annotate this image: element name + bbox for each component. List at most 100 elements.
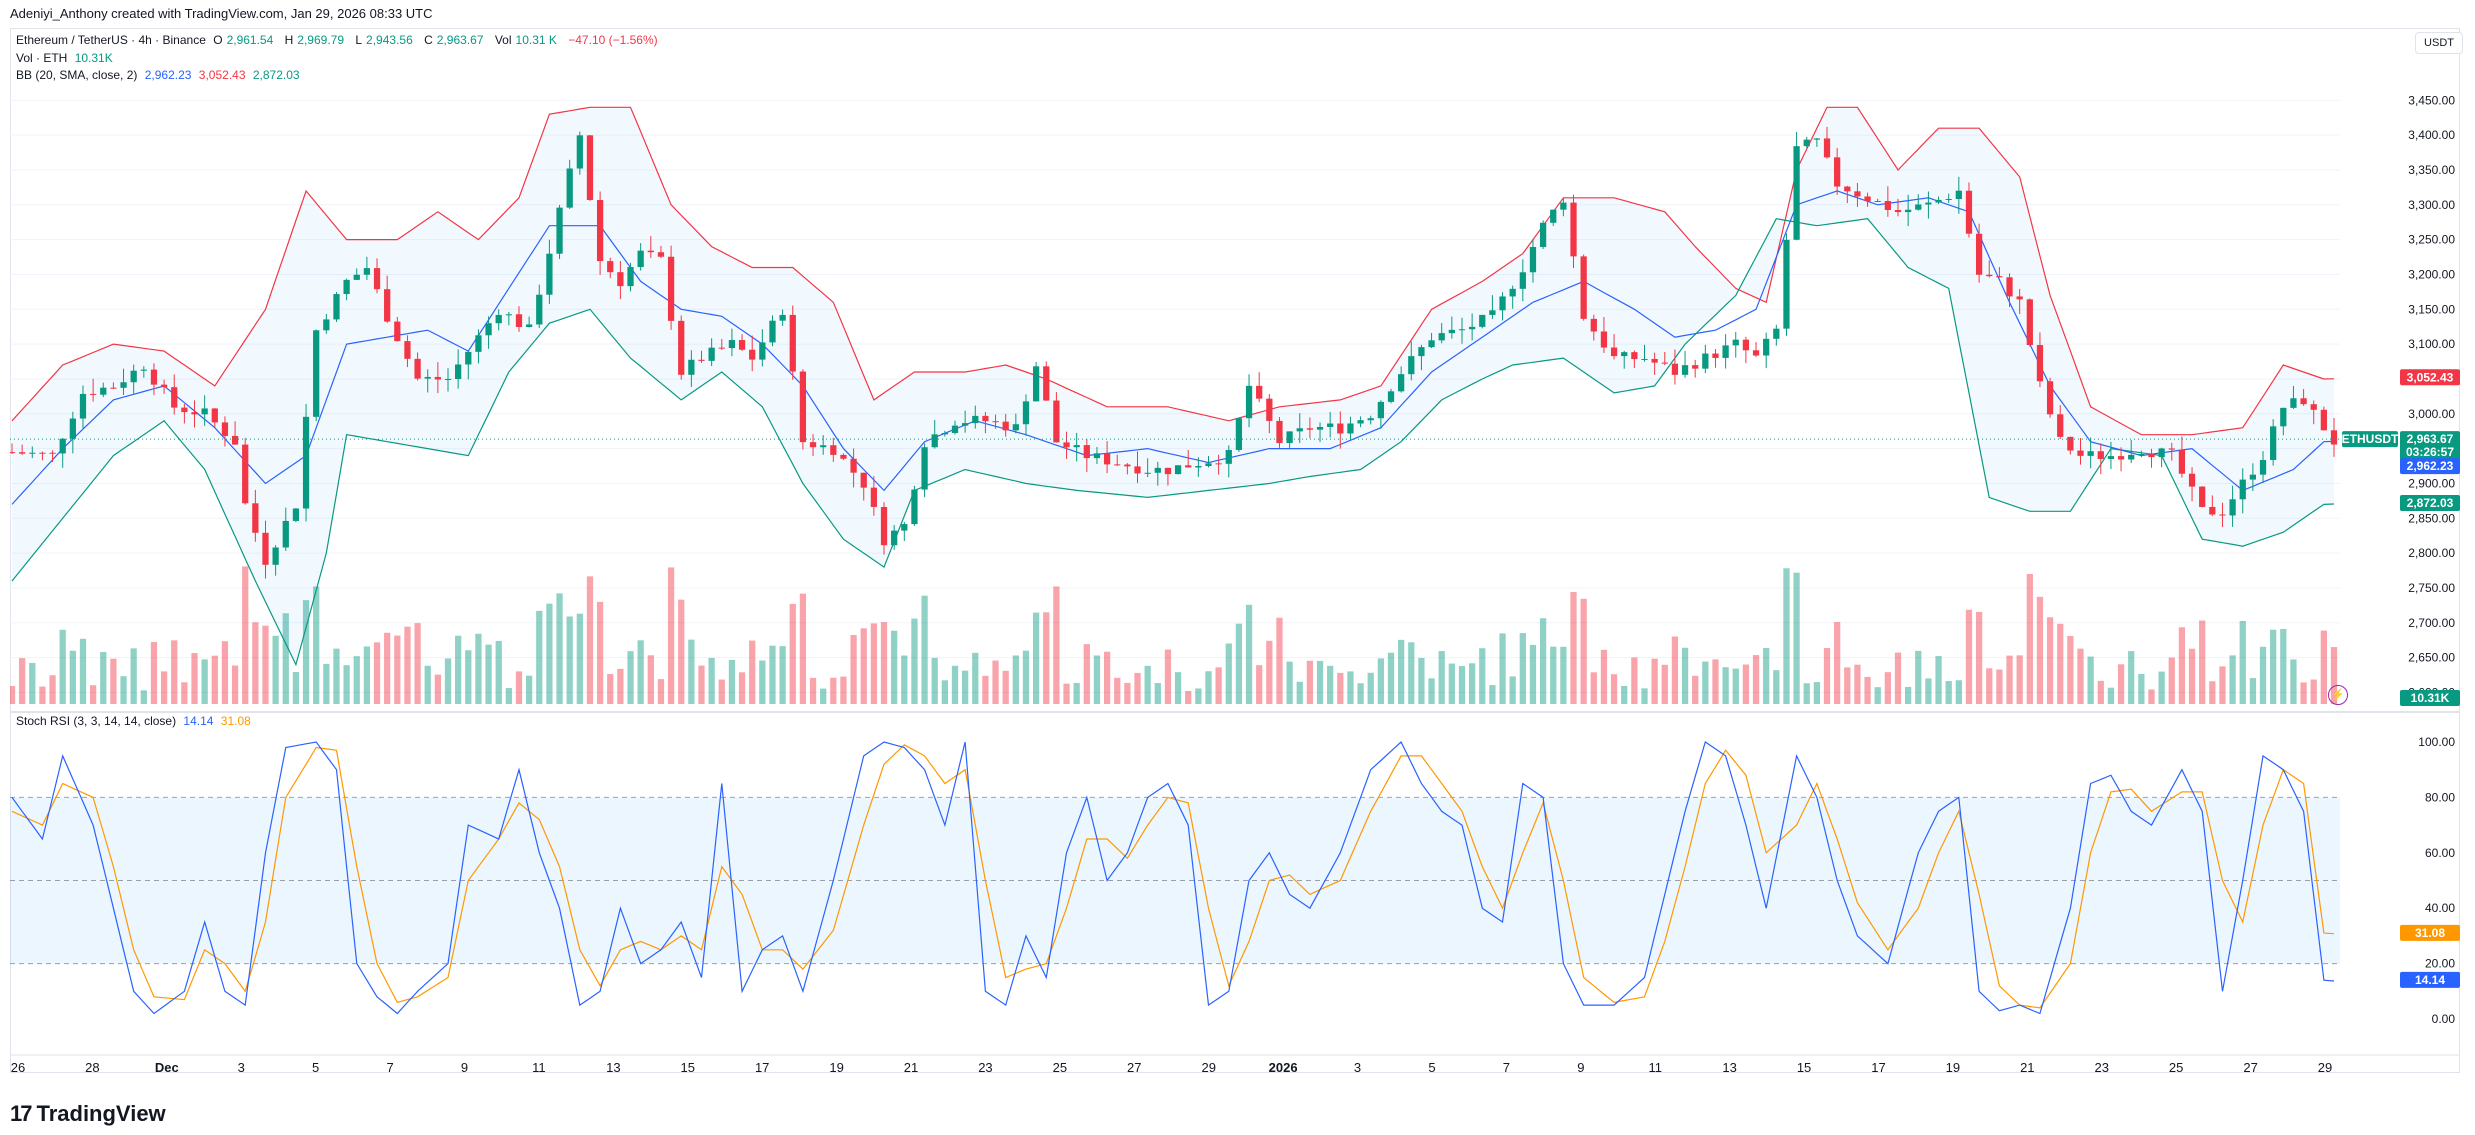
candle-body (130, 370, 137, 383)
volume-bar (678, 599, 685, 704)
volume-bar (1722, 667, 1729, 704)
candle-body (1144, 472, 1151, 474)
volume-bar (495, 640, 502, 704)
candle-body (698, 359, 705, 361)
volume-bar (1144, 665, 1151, 704)
candle-body (302, 416, 310, 509)
volume-bar (840, 676, 847, 704)
candle-body (1266, 398, 1273, 421)
volume-bar (140, 690, 147, 704)
volume-bar (525, 675, 533, 704)
candle-body (951, 425, 959, 433)
volume-bar (1134, 672, 1141, 704)
candle-body (424, 376, 431, 379)
currency-button[interactable]: USDT (2415, 32, 2463, 54)
volume-bar (688, 639, 695, 704)
volume-bar (231, 665, 239, 704)
price-axis[interactable]: 3,450.00 3,400.00 3,350.00 3,300.00 3,250.00… (2408, 93, 2455, 699)
volume-bar (1174, 672, 1182, 704)
volume-bar (475, 633, 482, 704)
volume-bar (1418, 657, 1425, 704)
candle-body (2067, 436, 2074, 451)
candle-body (1327, 423, 1334, 427)
volume-bar (779, 646, 786, 704)
volume-bar (89, 685, 97, 704)
volume-bar (1499, 633, 1506, 704)
time-tick-label: 19 (829, 1060, 843, 1075)
candle-body (69, 418, 76, 439)
volume-bar (901, 655, 908, 704)
volume-bar (150, 642, 158, 704)
candle-body (1276, 420, 1283, 444)
volume-bar (1844, 667, 1851, 704)
candle-body (394, 321, 401, 342)
candle-body (830, 445, 837, 455)
candle-body (1854, 191, 1861, 197)
candle-body (1073, 445, 1080, 448)
candle-body (870, 487, 878, 507)
bb-legend[interactable]: BB (20, SMA, close, 2) 2,962.23 3,052.43… (16, 68, 304, 82)
ohlc-volume: Vol 10.31 K (494, 33, 557, 47)
candle-body (1256, 385, 1263, 399)
volume-bar (1489, 685, 1496, 704)
price-tick-label: 2,900.00 (2408, 476, 2455, 490)
candle-body (1823, 138, 1831, 158)
candle-body (29, 452, 36, 454)
volume-bar (799, 593, 807, 704)
volume-bar (1732, 668, 1739, 704)
candle-body (1996, 276, 2003, 278)
time-tick-label: 2026 (1269, 1060, 1298, 1075)
volume-bar (1256, 665, 1263, 704)
candle-body (150, 369, 158, 385)
candle-body (515, 314, 523, 328)
time-tick-label: 27 (1127, 1060, 1141, 1075)
candle-body (1560, 202, 1567, 210)
candle-body (1651, 358, 1658, 363)
volume-bar (2320, 630, 2327, 704)
time-tick-label: 15 (1797, 1060, 1811, 1075)
candle-body (1093, 453, 1101, 459)
volume-bar (576, 613, 583, 704)
rsi-legend[interactable]: Stoch RSI (3, 3, 14, 14, close) 14.14 31… (16, 714, 255, 728)
volume-bar (2067, 635, 2074, 704)
candle-body (637, 250, 644, 268)
candle-body (1864, 196, 1871, 202)
candle-body (2016, 296, 2023, 300)
volume-bar (860, 628, 867, 704)
lightning-icon[interactable]: ⚡ (2328, 685, 2348, 705)
volume-bar (515, 671, 523, 704)
candle-body (1032, 366, 1040, 402)
candle-body (738, 340, 746, 350)
volume-bar (2158, 671, 2165, 704)
volume-bar (19, 658, 26, 704)
bb-upper-value: 3,052.43 (198, 68, 246, 82)
volume-bar (1986, 668, 1993, 704)
volume-bar (394, 635, 401, 704)
last-price-tag-text: 2,963.67 (2407, 432, 2454, 446)
volume-legend[interactable]: Vol · ETH 10.31K (16, 51, 117, 65)
volume-bar (181, 682, 188, 704)
volume-bar (1458, 666, 1466, 704)
volume-bar (1631, 657, 1638, 704)
candle-body (10, 452, 16, 454)
volume-bar (1022, 650, 1030, 704)
volume-bar (1752, 655, 1760, 704)
time-tick-label: 29 (2318, 1060, 2332, 1075)
time-axis[interactable]: 26 28 Dec 3 5 7 9 11 13 15 17 19 21 23 25 27 29 2026 3 5 7 9 1… (10, 1054, 2460, 1075)
volume-bar (1823, 647, 1831, 704)
volume-bar (1235, 623, 1243, 704)
rsi-axis[interactable]: 100.00 80.00 60.00 40.00 20.00 0.00 (2418, 735, 2455, 1026)
time-tick-label: 5 (312, 1060, 319, 1075)
lower-band-tag-bg (2400, 494, 2460, 511)
chart-frame (10, 28, 2460, 1073)
volume-bar (2046, 617, 2054, 704)
candle-body (1509, 288, 1516, 297)
symbol-legend[interactable]: Ethereum / TetherUS · 4h · Binance O 2,96… (16, 33, 662, 47)
volume-bar (698, 665, 705, 704)
volume-bar (1225, 643, 1232, 704)
rsi-k-tag-bg (2400, 971, 2460, 988)
price-tick-label: 3,100.00 (2408, 337, 2455, 351)
candle-body (1418, 347, 1425, 357)
